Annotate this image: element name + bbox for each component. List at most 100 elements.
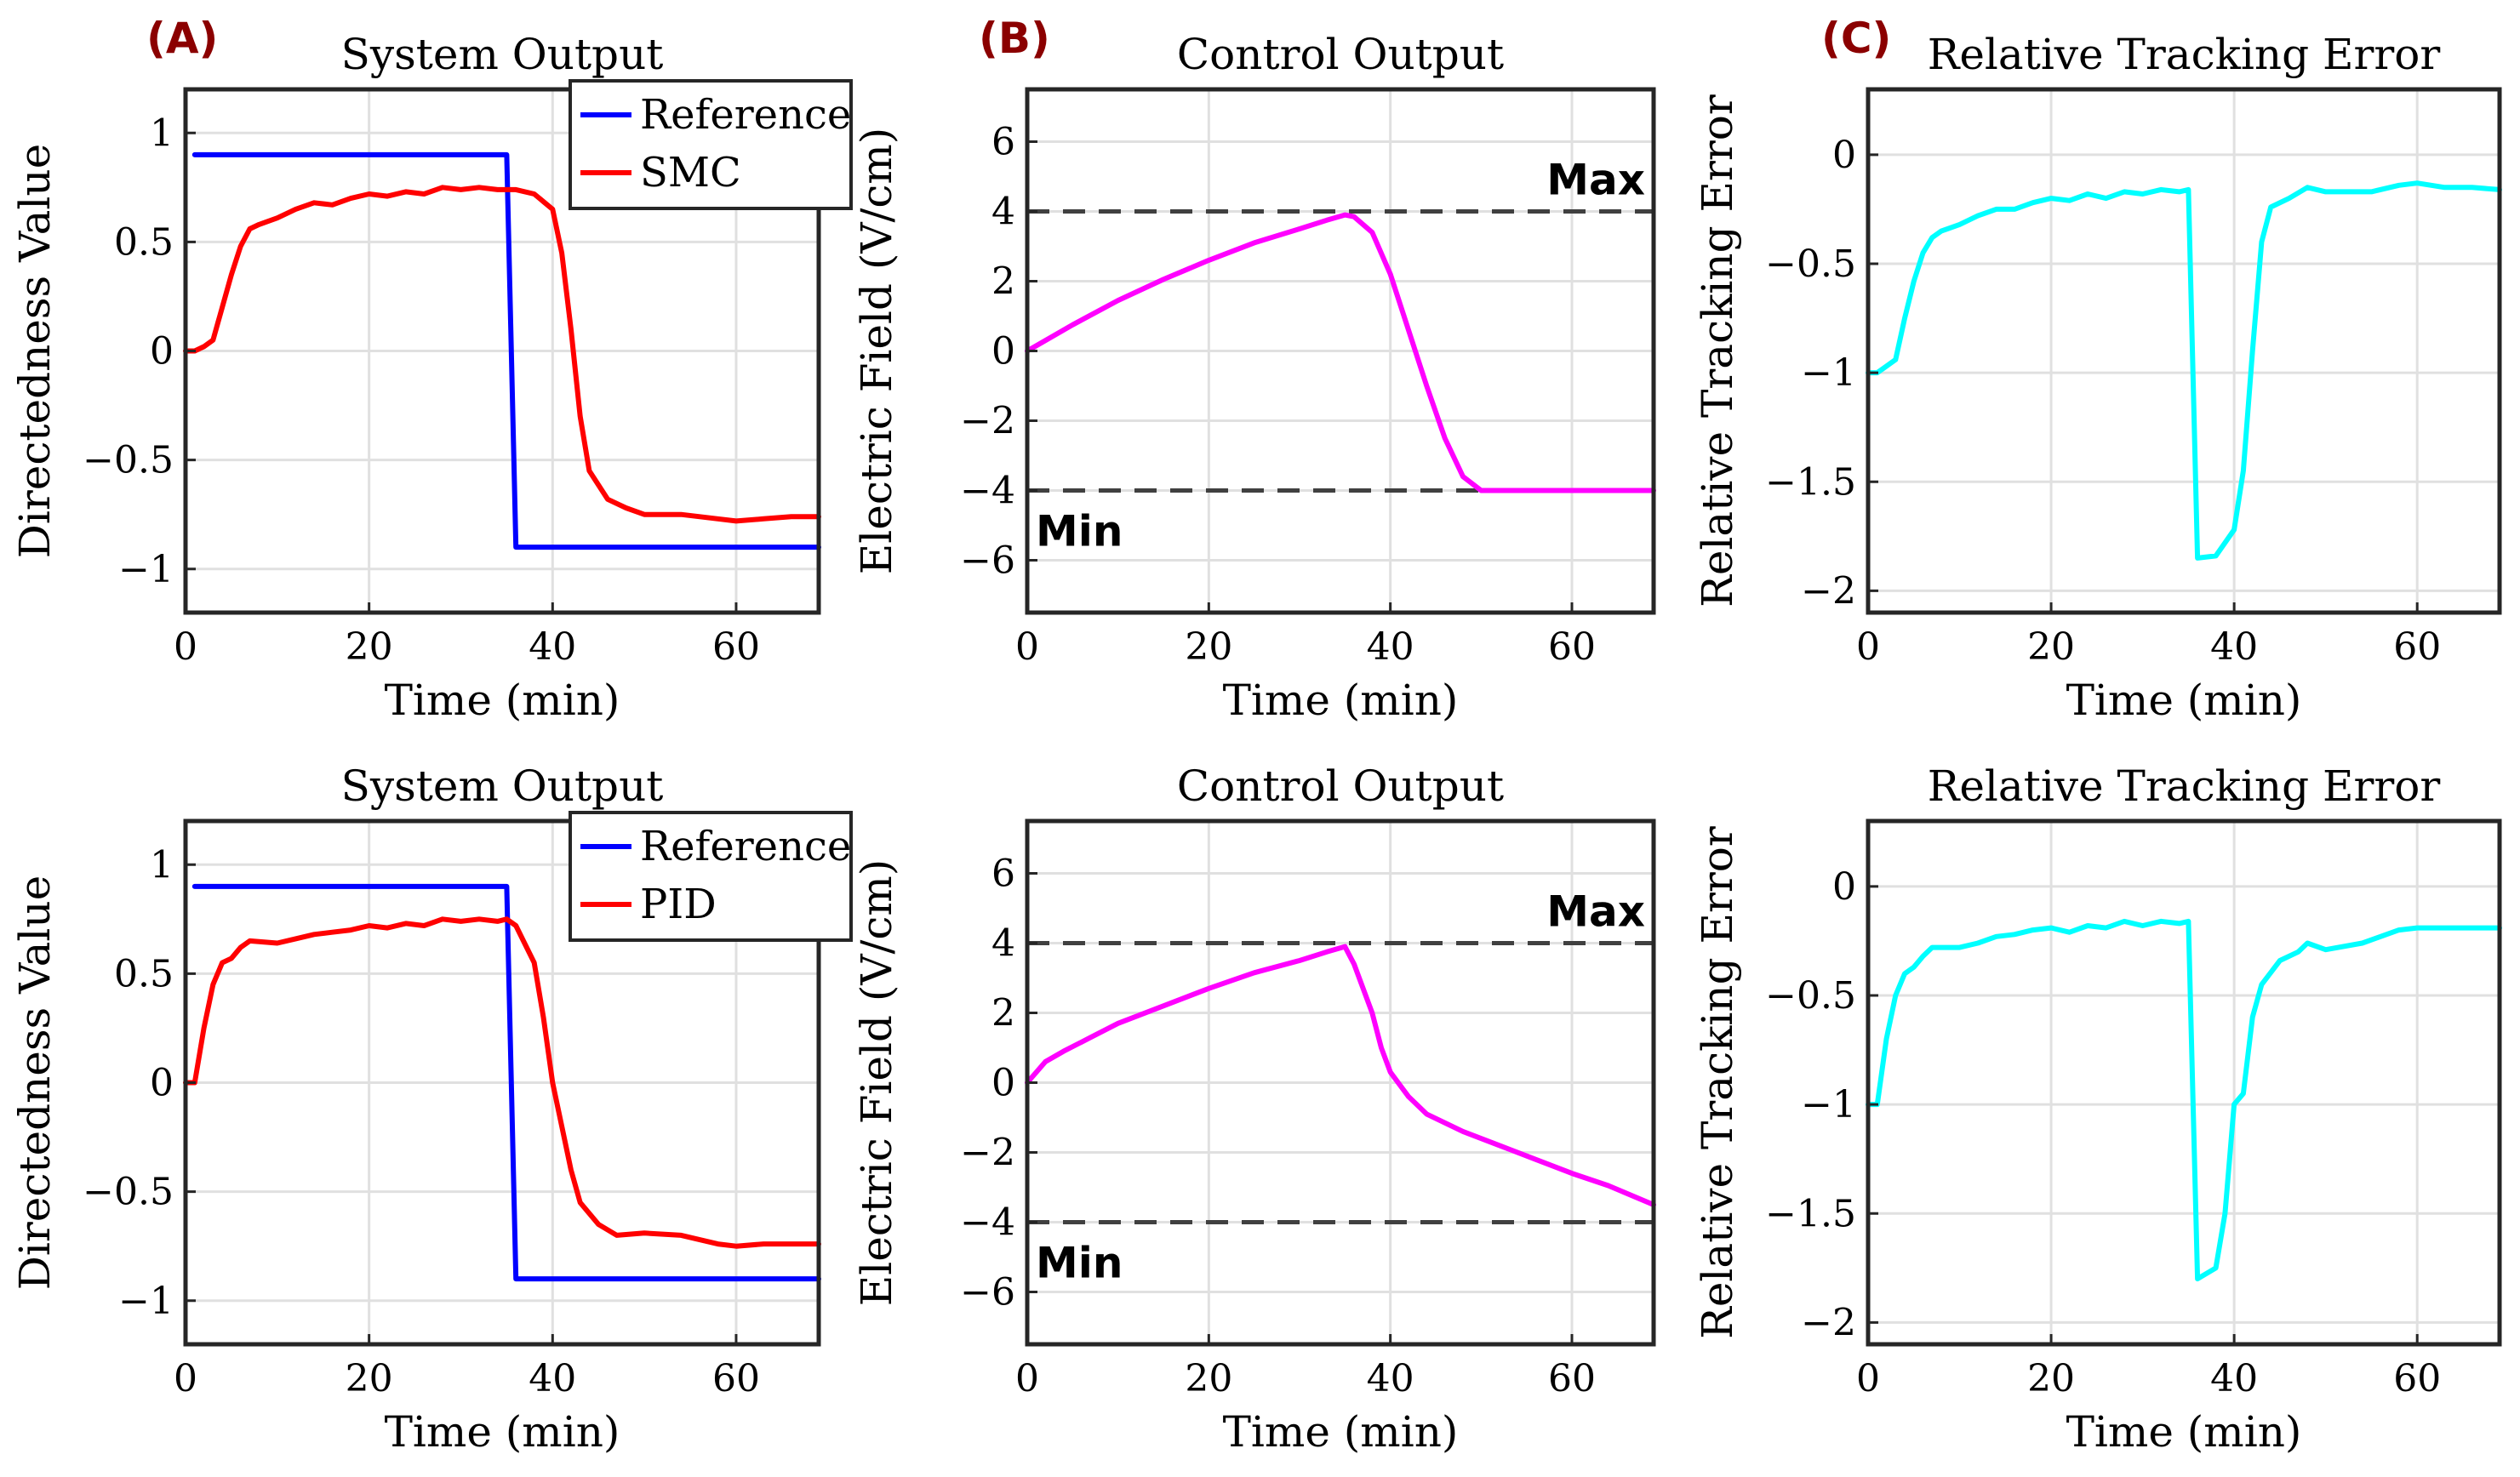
y-axis-label: Electric Field (V/cm) — [852, 859, 901, 1307]
y-tick-label: 6 — [991, 853, 1015, 896]
y-tick-label: −1.5 — [1765, 460, 1856, 504]
max-label: Max — [1546, 156, 1645, 205]
axes-frame — [1866, 87, 2502, 615]
chart-pid-control: Max Min 0 20 40 60 −6 −4 −2 0 2 4 6 Control Output Tim… — [852, 761, 1656, 1457]
y-tick-label: −0.5 — [83, 1171, 174, 1214]
y-axis-label: Directedness Value — [10, 144, 60, 558]
chart-title: Relative Tracking Error — [1928, 30, 2441, 79]
x-tick-label: 40 — [1367, 1357, 1414, 1400]
chart-title: System Output — [341, 761, 664, 811]
y-tick-label: −0.5 — [83, 439, 174, 482]
chart-title: Control Output — [1177, 30, 1504, 79]
y-tick-label: 4 — [991, 922, 1015, 966]
plot-area — [1868, 89, 2500, 613]
x-axis-label: Time (min) — [1223, 1407, 1459, 1457]
series-line-reference — [191, 883, 821, 1282]
chart-smc-error: 0 20 40 60 −2 −1.5 −1 −0.5 0 Relative Tracking Er… — [1693, 30, 2502, 725]
max-label: Max — [1546, 887, 1645, 937]
x-tick-label: 40 — [529, 1357, 576, 1400]
series-line-pid — [183, 916, 821, 1249]
series-line-electric-field — [1025, 212, 1656, 493]
y-tick-label: −4 — [960, 1201, 1015, 1245]
x-tick-label: 0 — [174, 1357, 197, 1400]
y-tick-label: −2 — [960, 1132, 1015, 1175]
y-tick-label: −2 — [1801, 1301, 1856, 1344]
series-line-error — [1866, 180, 2502, 561]
legend: Reference SMC — [569, 79, 853, 210]
y-tick-label: 0 — [991, 330, 1015, 374]
y-tick-label: −0.5 — [1765, 974, 1856, 1018]
legend: Reference PID — [569, 811, 853, 942]
chart-smc-control: Max Min 0 20 40 60 −6 −4 −2 0 2 4 6 Control Output Tim… — [852, 30, 1656, 725]
y-tick-label: −1 — [1801, 1083, 1856, 1126]
y-tick-label: 0.5 — [114, 220, 174, 264]
y-tick-label: −1 — [118, 1280, 174, 1323]
y-tick-label: 1 — [150, 111, 174, 155]
x-tick-label: 0 — [1015, 625, 1039, 669]
series-line-smc — [183, 185, 821, 524]
x-axis-label: Time (min) — [2066, 676, 2302, 725]
legend-label: SMC — [640, 149, 741, 197]
panel-label-a: (A) — [146, 14, 218, 63]
panel-label-b: (B) — [979, 14, 1050, 63]
x-tick-label: 60 — [2393, 1357, 2441, 1400]
chart-title: Control Output — [1177, 761, 1504, 811]
y-tick-label: −6 — [960, 1271, 1015, 1314]
x-tick-label: 60 — [2393, 625, 2441, 669]
y-axis-label: Directedness Value — [10, 875, 60, 1290]
y-tick-label: −2 — [1801, 569, 1856, 613]
legend-box — [569, 79, 853, 210]
x-tick-label: 20 — [346, 625, 393, 669]
legend-label: Reference — [640, 823, 851, 870]
y-tick-label: −1 — [1801, 351, 1856, 395]
min-label: Min — [1036, 1239, 1123, 1288]
x-tick-label: 20 — [1185, 625, 1232, 669]
y-tick-label: 0 — [1832, 134, 1856, 177]
y-axis-label: Relative Tracking Error — [1693, 826, 1742, 1339]
y-axis-label: Electric Field (V/cm) — [852, 128, 901, 575]
x-tick-label: 20 — [346, 1357, 393, 1400]
series-line-electric-field — [1025, 944, 1656, 1207]
legend-label: Reference — [640, 91, 851, 139]
x-tick-label: 0 — [1015, 1357, 1039, 1400]
y-tick-label: 0 — [150, 330, 174, 374]
y-tick-label: −1 — [118, 548, 174, 591]
legend-box — [569, 811, 853, 942]
y-tick-label: 1 — [150, 843, 174, 887]
legend-label: PID — [640, 881, 717, 928]
x-axis-label: Time (min) — [385, 1407, 620, 1457]
y-tick-label: 4 — [991, 191, 1015, 234]
x-tick-label: 40 — [2210, 625, 2258, 669]
y-tick-label: −0.5 — [1765, 242, 1856, 286]
x-tick-label: 60 — [712, 1357, 760, 1400]
y-tick-label: −2 — [960, 400, 1015, 443]
x-tick-label: 20 — [2027, 1357, 2075, 1400]
chart-title: System Output — [341, 30, 664, 79]
x-tick-label: 60 — [1548, 1357, 1596, 1400]
y-tick-label: 0.5 — [114, 952, 174, 995]
y-tick-label: −1.5 — [1765, 1192, 1856, 1235]
y-tick-label: 2 — [991, 260, 1015, 304]
y-tick-label: −6 — [960, 539, 1015, 583]
x-tick-label: 0 — [174, 625, 197, 669]
y-tick-label: 6 — [991, 121, 1015, 164]
x-axis-label: Time (min) — [1223, 676, 1459, 725]
x-tick-label: 0 — [1856, 1357, 1880, 1400]
x-tick-label: 20 — [1185, 1357, 1232, 1400]
chart-title: Relative Tracking Error — [1928, 761, 2441, 811]
y-tick-label: 0 — [1832, 865, 1856, 909]
min-label: Min — [1036, 507, 1123, 556]
panel-label-c: (C) — [1821, 14, 1891, 63]
x-tick-label: 60 — [1548, 625, 1596, 669]
y-tick-label: 2 — [991, 992, 1015, 1035]
series-line-error — [1866, 918, 2502, 1282]
x-tick-label: 40 — [529, 625, 576, 669]
x-axis-label: Time (min) — [385, 676, 620, 725]
chart-smc-system: 0 20 40 60 −1 −0.5 0 0.5 1 System Output Time (min… — [10, 30, 853, 725]
x-tick-label: 40 — [2210, 1357, 2258, 1400]
plot-area — [1868, 821, 2500, 1344]
y-tick-label: 0 — [991, 1062, 1015, 1105]
y-tick-label: −4 — [960, 470, 1015, 513]
x-tick-label: 60 — [712, 625, 760, 669]
